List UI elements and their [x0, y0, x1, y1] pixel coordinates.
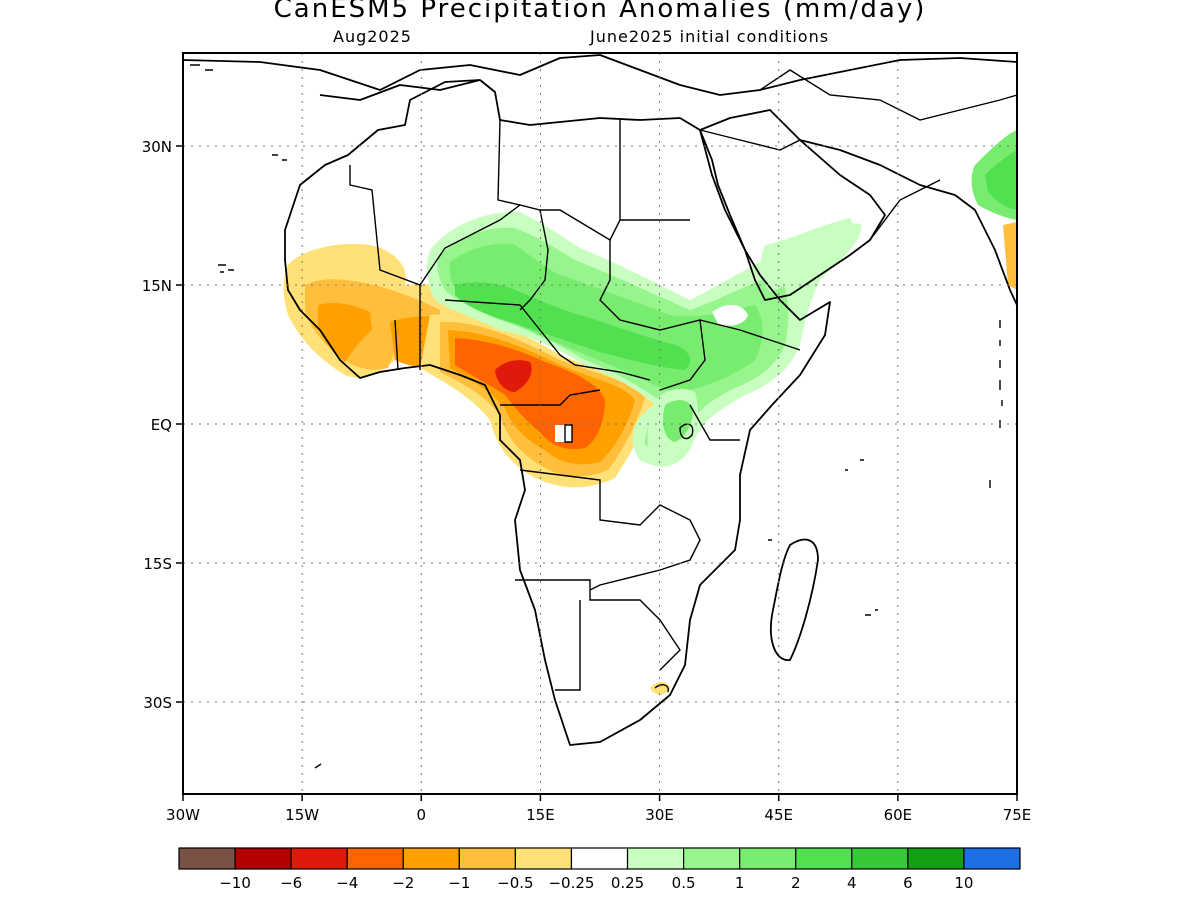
colorbar-label: −0.25: [548, 874, 594, 892]
colorbar-swatch: [739, 847, 797, 870]
lon-label: 75E: [1003, 806, 1032, 824]
colorbar-swatch: [514, 847, 573, 870]
lat-label: 30S: [143, 694, 172, 712]
colorbar-label: −4: [336, 874, 358, 892]
colorbar-label: 1: [735, 874, 745, 892]
anomaly-arabia-light: [760, 218, 854, 292]
persia-india: [799, 139, 1018, 306]
colorbar-swatch: [682, 847, 741, 870]
colorbar-label: 6: [903, 874, 913, 892]
lat-label: 15S: [143, 555, 172, 573]
initial-conditions-label: June2025 initial conditions: [590, 27, 830, 46]
lon-label: 0: [417, 806, 427, 824]
country-borders: [349, 69, 1018, 691]
eurasia-north: [182, 54, 1018, 96]
madagascar: [770, 538, 819, 661]
colorbar-swatch: [795, 847, 853, 870]
colorbar-swatch: [458, 847, 517, 870]
colorbar: −10 −6 −4 −2 −1 −0.5 −0.25 0.25 0.5 1 2 4 6 10: [178, 847, 1021, 892]
colorbar-swatch: [402, 847, 460, 870]
anomaly-india-wet: [985, 150, 1017, 210]
lat-label: EQ: [151, 416, 172, 434]
anomaly-cameroon-red: [495, 360, 532, 392]
anomaly-central-strong: [455, 338, 605, 450]
colorbar-label: 4: [847, 874, 857, 892]
lon-label: 15E: [526, 806, 555, 824]
colorbar-label: 10: [954, 874, 973, 892]
lon-label: 15W: [285, 806, 319, 824]
lat-label: 15N: [142, 277, 172, 295]
forecast-month: Aug2025: [333, 27, 412, 46]
anomaly-india-dry: [1003, 222, 1017, 290]
arabia: [699, 109, 886, 301]
colorbar-label: −2: [392, 874, 414, 892]
colorbar-label: 0.25: [611, 874, 644, 892]
colorbar-label: 0.5: [672, 874, 696, 892]
colorbar-swatch: [346, 847, 404, 870]
colorbar-swatch: [290, 847, 348, 870]
anomaly-ethiopia-white: [712, 304, 748, 326]
chart-title: CanESM5 Precipitation Anomalies (mm/day): [273, 0, 927, 24]
colorbar-swatch: [963, 847, 1021, 870]
colorbar-label: −0.5: [497, 874, 533, 892]
colorbar-label: 2: [791, 874, 801, 892]
anomaly-gap-white: [555, 425, 572, 442]
colorbar-swatch: [234, 847, 292, 870]
colorbar-swatch: [907, 847, 965, 870]
anomaly-fields: [283, 130, 1017, 695]
colorbar-swatch: [570, 847, 629, 870]
colorbar-label: −6: [280, 874, 302, 892]
coastlines: [182, 54, 1018, 746]
anomaly-east-africa-mid: [663, 400, 693, 442]
colorbar-swatch: [178, 847, 236, 870]
lon-label: 60E: [884, 806, 913, 824]
graticule: [183, 53, 1017, 794]
lon-label: 30W: [166, 806, 200, 824]
colorbar-swatch: [626, 847, 685, 870]
lat-label: 30N: [142, 138, 172, 156]
lon-label: 30E: [645, 806, 674, 824]
colorbar-label: −1: [448, 874, 470, 892]
small-islands: [190, 64, 1003, 769]
colorbar-label: −10: [219, 874, 251, 892]
anomaly-south-africa-dry: [650, 682, 670, 695]
axis-labels: 30N 15N EQ 15S 30S 30W 15W 0 15E 30E 45E 60E 75E: [142, 138, 1032, 824]
colorbar-swatch: [851, 847, 909, 870]
africa-coastline: [284, 79, 831, 746]
lon-label: 45E: [764, 806, 793, 824]
mediterranean-north: [319, 79, 481, 101]
